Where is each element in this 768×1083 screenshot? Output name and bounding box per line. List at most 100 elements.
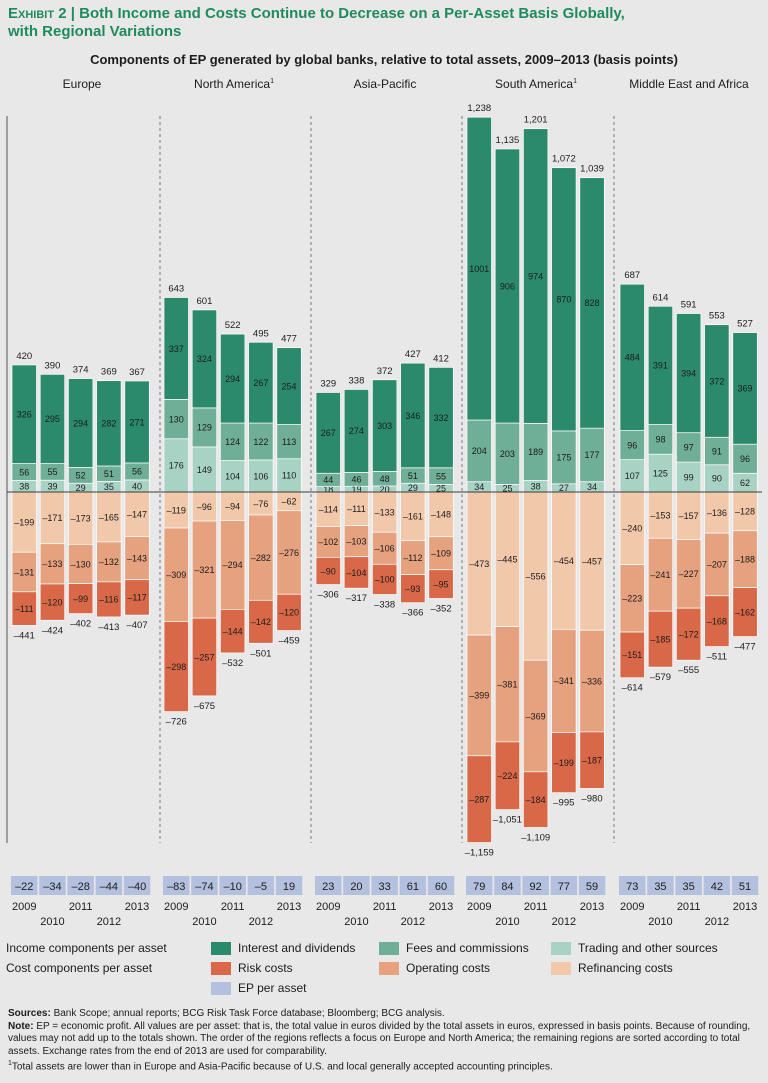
legend-swatch-refinancing — [551, 962, 571, 975]
region-label-middle-east-africa: Middle East and Africa — [629, 77, 749, 91]
bar-fees-r4-2010 — [647, 424, 674, 455]
label-ep-r3-2013: 59 — [586, 881, 598, 893]
label-ep-r2-2009: 23 — [322, 881, 334, 893]
label-operating-r0-2010: –133 — [42, 559, 62, 569]
bar-fees-r3-2012 — [551, 430, 577, 485]
ep-box-r0-2011 — [67, 876, 94, 895]
bar-trading-r4-2011 — [676, 461, 702, 493]
bar-interest-r1-2011 — [220, 333, 246, 424]
label-risk-r0-2010: –120 — [42, 597, 62, 607]
label-ep-r4-2009: 73 — [626, 881, 638, 893]
label-operating-r2-2009: –102 — [318, 537, 338, 547]
bar-operating-r1-2010 — [191, 520, 218, 619]
bar-operating-r4-2009 — [619, 564, 645, 633]
bar-operating-r4-2011 — [676, 539, 702, 609]
label-cost-total-r4-2012: –511 — [707, 652, 727, 663]
legend-swatch-trading — [551, 942, 571, 955]
label-interest-r4-2011: 394 — [681, 368, 696, 378]
label-refinancing-r3-2012: –454 — [554, 556, 574, 566]
label-refinancing-r1-2012: –76 — [253, 499, 268, 509]
label-fees-r4-2011: 97 — [684, 443, 694, 453]
label-interest-r0-2011: 294 — [73, 418, 88, 428]
bar-risk-r4-2012 — [704, 595, 730, 647]
year-label-r0-2013: 2013 — [125, 901, 149, 913]
ep-box-r4-2010 — [647, 876, 674, 895]
label-cost-total-r3-2013: –980 — [581, 793, 602, 804]
bar-risk-r1-2009 — [163, 621, 189, 712]
label-ep-r0-2013: –40 — [128, 881, 146, 893]
label-operating-r3-2010: –381 — [497, 680, 517, 690]
ep-box-r0-2010 — [39, 876, 66, 895]
label-risk-r1-2011: –144 — [223, 626, 243, 636]
label-income-total-r2-2013: 412 — [433, 353, 449, 364]
label-operating-r0-2013: –143 — [127, 553, 147, 563]
label-interest-r3-2012: 870 — [556, 295, 571, 305]
label-trading-r0-2011: 29 — [76, 483, 86, 493]
bar-refinancing-r1-2009 — [163, 491, 189, 529]
label-refinancing-r3-2010: –445 — [497, 555, 517, 565]
year-label-r1-2013: 2013 — [277, 901, 301, 913]
bar-risk-r4-2010 — [647, 610, 674, 668]
ep-box-r2-2012 — [399, 876, 427, 895]
label-refinancing-r4-2012: –136 — [707, 508, 727, 518]
label-cost-total-r3-2009: –1,159 — [465, 848, 494, 859]
label-risk-r2-2010: –104 — [346, 568, 366, 578]
label-trading-r3-2010: 25 — [502, 484, 512, 494]
exhibit-label: Exhibit 2 — [8, 5, 67, 22]
label-trading-r0-2012: 35 — [104, 482, 114, 492]
label-fees-r0-2009: 56 — [19, 467, 29, 477]
label-income-total-r0-2009: 420 — [16, 351, 32, 362]
label-cost-total-r0-2010: –424 — [42, 625, 63, 636]
year-label-r3-2009: 2009 — [467, 901, 491, 913]
legend-refinancing: Refinancing costs — [578, 961, 673, 975]
label-cost-total-r0-2012: –413 — [98, 622, 119, 633]
label-income-total-r3-2009: 1,238 — [467, 103, 491, 114]
label-cost-total-r3-2011: –1,109 — [521, 832, 550, 843]
label-ep-r3-2012: 77 — [558, 881, 570, 893]
label-fees-r4-2010: 98 — [655, 435, 665, 445]
ep-box-r2-2011 — [371, 876, 398, 895]
label-interest-r4-2013: 369 — [738, 384, 753, 394]
ep-box-r4-2013 — [731, 876, 759, 895]
label-refinancing-r2-2012: –161 — [403, 512, 423, 522]
label-income-total-r3-2012: 1,072 — [552, 154, 576, 165]
label-cost-total-r1-2013: –459 — [278, 636, 299, 647]
year-label-r1-2010: 2010 — [192, 916, 216, 928]
bar-operating-r0-2011 — [68, 543, 94, 585]
label-interest-r2-2013: 332 — [434, 413, 449, 423]
label-income-total-r0-2013: 367 — [129, 367, 145, 378]
bar-interest-r2-2012 — [400, 362, 426, 469]
bar-risk-r1-2010 — [191, 617, 218, 697]
label-trading-r0-2009: 38 — [19, 482, 29, 492]
bar-interest-r2-2009 — [315, 392, 341, 474]
bar-fees-r4-2011 — [676, 432, 702, 463]
year-label-r1-2011: 2011 — [221, 901, 245, 913]
bar-risk-r2-2013 — [428, 569, 454, 599]
bar-risk-r0-2012 — [96, 581, 122, 618]
year-label-r4-2010: 2010 — [648, 916, 672, 928]
bar-operating-r4-2010 — [647, 537, 674, 612]
bar-operating-r2-2011 — [372, 531, 398, 565]
year-label-r2-2013: 2013 — [429, 901, 453, 913]
label-trading-r2-2009: 18 — [323, 485, 333, 495]
label-cost-total-r0-2011: –402 — [70, 619, 91, 630]
label-refinancing-r3-2011: –556 — [526, 571, 546, 581]
label-risk-r0-2011: –99 — [73, 594, 88, 604]
label-trading-r4-2011: 99 — [684, 472, 694, 482]
bar-fees-r1-2013 — [276, 424, 302, 460]
bar-trading-r1-2012 — [248, 459, 274, 493]
year-label-r0-2009: 2009 — [12, 901, 36, 913]
label-fees-r0-2012: 51 — [104, 469, 114, 479]
label-interest-r1-2011: 294 — [225, 374, 240, 384]
ep-box-r2-2013 — [427, 876, 455, 895]
label-interest-r0-2013: 271 — [130, 417, 145, 427]
bar-interest-r4-2011 — [676, 313, 702, 434]
label-refinancing-r1-2013: –62 — [282, 497, 297, 507]
ep-box-r3-2012 — [550, 876, 578, 895]
bar-risk-r2-2012 — [400, 574, 426, 604]
label-fees-r3-2009: 204 — [472, 446, 487, 456]
label-interest-r1-2009: 337 — [169, 344, 184, 354]
stacked-bar-chart: 3856326420–199–131–111–441–2220093955295… — [6, 103, 762, 928]
label-operating-r3-2013: –336 — [582, 676, 602, 686]
legend-swatch-risk — [211, 962, 231, 975]
